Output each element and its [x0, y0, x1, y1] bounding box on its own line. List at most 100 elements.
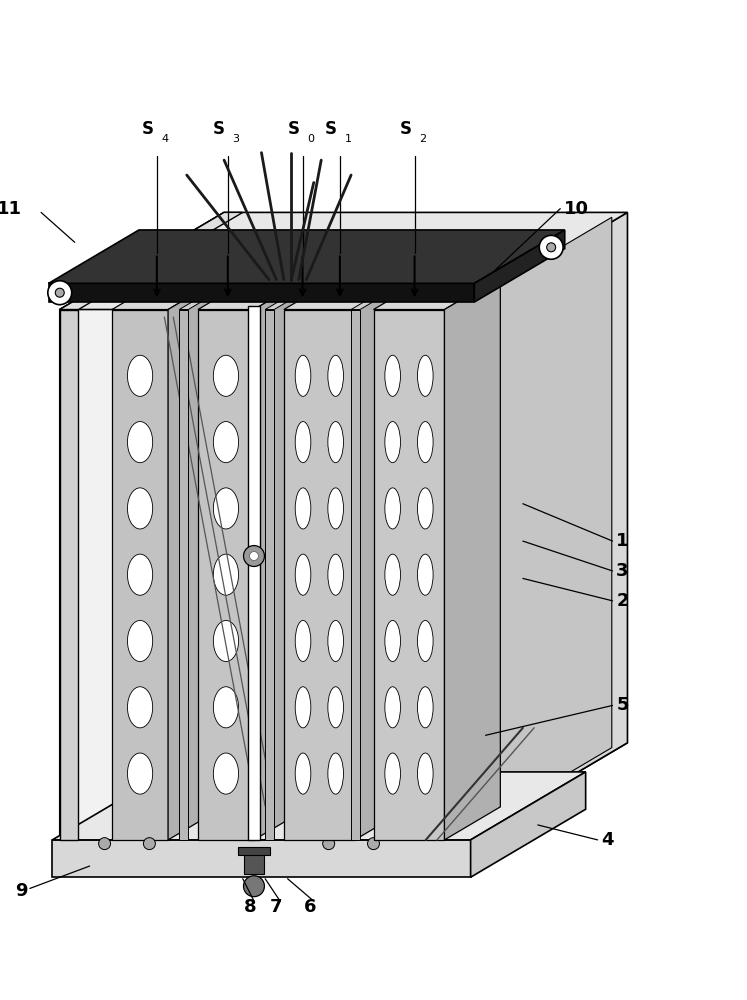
- Ellipse shape: [385, 488, 400, 529]
- Ellipse shape: [214, 554, 238, 595]
- Polygon shape: [265, 280, 323, 310]
- Text: 4: 4: [601, 831, 614, 849]
- Polygon shape: [49, 283, 474, 302]
- Polygon shape: [52, 772, 586, 840]
- Polygon shape: [198, 310, 254, 840]
- Text: 10: 10: [564, 200, 589, 218]
- Circle shape: [368, 838, 379, 850]
- Polygon shape: [265, 310, 274, 840]
- Ellipse shape: [214, 355, 238, 396]
- Polygon shape: [60, 310, 78, 840]
- Ellipse shape: [295, 620, 311, 662]
- Circle shape: [55, 288, 64, 297]
- Polygon shape: [444, 276, 500, 840]
- Text: S: S: [325, 120, 337, 138]
- Ellipse shape: [214, 620, 238, 662]
- Ellipse shape: [418, 554, 433, 595]
- Polygon shape: [284, 310, 355, 840]
- Text: 7: 7: [270, 898, 282, 916]
- Text: S: S: [142, 120, 154, 138]
- Ellipse shape: [418, 488, 433, 529]
- Polygon shape: [179, 280, 238, 310]
- Polygon shape: [60, 212, 224, 840]
- Circle shape: [48, 281, 72, 305]
- Ellipse shape: [128, 355, 152, 396]
- Circle shape: [244, 876, 264, 897]
- Text: 2: 2: [616, 592, 629, 610]
- Polygon shape: [60, 212, 627, 310]
- Text: 1: 1: [616, 532, 629, 550]
- Ellipse shape: [295, 355, 311, 396]
- Ellipse shape: [128, 753, 152, 794]
- Text: 3: 3: [232, 134, 239, 144]
- Ellipse shape: [295, 687, 311, 728]
- Polygon shape: [351, 280, 409, 310]
- Text: 5: 5: [616, 696, 629, 714]
- Text: 1: 1: [344, 134, 351, 144]
- Polygon shape: [355, 265, 430, 840]
- Circle shape: [249, 552, 258, 561]
- Text: 3: 3: [616, 562, 629, 580]
- Text: 8: 8: [244, 898, 256, 916]
- Text: 4: 4: [161, 134, 169, 144]
- Ellipse shape: [128, 687, 152, 728]
- Polygon shape: [374, 310, 444, 840]
- Ellipse shape: [128, 422, 152, 463]
- Ellipse shape: [128, 620, 152, 662]
- Ellipse shape: [295, 422, 311, 463]
- Ellipse shape: [385, 753, 400, 794]
- Text: 6: 6: [304, 898, 316, 916]
- Polygon shape: [60, 743, 627, 840]
- Polygon shape: [374, 276, 500, 310]
- Ellipse shape: [214, 488, 238, 529]
- Text: S: S: [213, 120, 225, 138]
- Text: S: S: [400, 120, 412, 138]
- Polygon shape: [60, 212, 243, 310]
- Circle shape: [539, 235, 563, 259]
- Polygon shape: [60, 310, 463, 840]
- Polygon shape: [168, 242, 283, 840]
- Ellipse shape: [418, 687, 433, 728]
- Ellipse shape: [214, 753, 238, 794]
- Ellipse shape: [328, 488, 344, 529]
- Polygon shape: [52, 840, 471, 877]
- Ellipse shape: [128, 554, 152, 595]
- Ellipse shape: [418, 753, 433, 794]
- Ellipse shape: [214, 422, 238, 463]
- Text: S: S: [288, 120, 300, 138]
- Ellipse shape: [328, 620, 344, 662]
- Polygon shape: [49, 230, 565, 283]
- Ellipse shape: [385, 422, 400, 463]
- Polygon shape: [471, 772, 586, 877]
- Circle shape: [99, 838, 111, 850]
- Polygon shape: [112, 242, 283, 310]
- Ellipse shape: [214, 687, 238, 728]
- Polygon shape: [244, 851, 264, 874]
- Circle shape: [143, 838, 155, 850]
- Polygon shape: [351, 310, 360, 840]
- Text: 0: 0: [307, 134, 314, 144]
- Circle shape: [244, 546, 264, 566]
- Ellipse shape: [328, 687, 344, 728]
- Ellipse shape: [385, 687, 400, 728]
- Ellipse shape: [418, 422, 433, 463]
- Text: 11: 11: [0, 200, 22, 218]
- Ellipse shape: [128, 488, 152, 529]
- Polygon shape: [198, 253, 350, 310]
- Bar: [248, 306, 260, 840]
- Polygon shape: [238, 847, 270, 855]
- Polygon shape: [254, 253, 350, 840]
- Ellipse shape: [385, 620, 400, 662]
- Ellipse shape: [418, 355, 433, 396]
- Ellipse shape: [418, 620, 433, 662]
- Text: 9: 9: [15, 882, 28, 900]
- Ellipse shape: [328, 355, 344, 396]
- Ellipse shape: [385, 554, 400, 595]
- Ellipse shape: [328, 753, 344, 794]
- Ellipse shape: [295, 554, 311, 595]
- Ellipse shape: [295, 753, 311, 794]
- Ellipse shape: [328, 554, 344, 595]
- Ellipse shape: [295, 488, 311, 529]
- Ellipse shape: [328, 422, 344, 463]
- Polygon shape: [112, 310, 168, 840]
